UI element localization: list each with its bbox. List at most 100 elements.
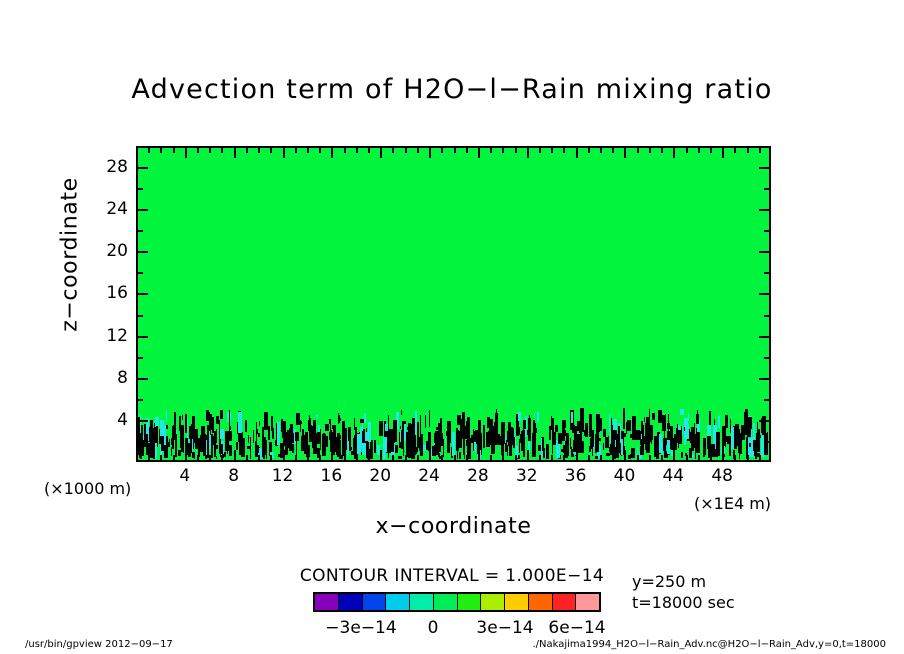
contour-speckle — [259, 421, 260, 426]
contour-speckle — [308, 420, 309, 431]
contour-speckle — [439, 433, 443, 446]
contour-speckle — [216, 429, 217, 443]
x-tick-minor — [649, 455, 651, 460]
y-tick-minor — [138, 441, 143, 443]
y-axis-unit-label: (×1000 m) — [44, 479, 132, 498]
contour-speckle — [697, 449, 698, 453]
contour-speckle — [296, 413, 300, 425]
x-tick-minor-top — [539, 148, 541, 153]
colorbar-swatch-0 — [315, 594, 339, 610]
x-tick-major-top — [429, 148, 431, 158]
contour-speckle — [220, 410, 223, 419]
contour-speckle — [192, 418, 194, 434]
contour-speckle — [165, 436, 168, 451]
contour-speckle — [349, 433, 351, 451]
y-tick-label: 24 — [106, 199, 128, 220]
x-tick-minor-top — [612, 148, 614, 153]
contour-speckle — [423, 445, 426, 451]
y-tick-minor-right — [764, 272, 769, 274]
colorbar-swatch-8 — [505, 594, 529, 610]
contour-speckle — [478, 420, 481, 439]
contour-speckle — [187, 418, 188, 439]
x-tick-minor — [405, 455, 407, 460]
contour-speckle — [264, 412, 268, 430]
y-tick-label: 12 — [106, 325, 128, 346]
contour-speckle — [164, 445, 168, 458]
contour-speckle — [757, 422, 758, 431]
contour-speckle — [330, 430, 332, 452]
contour-speckle — [611, 418, 612, 442]
contour-speckle — [617, 444, 621, 453]
contour-speckle — [271, 416, 273, 431]
contour-speckle — [261, 449, 265, 457]
contour-speckle — [438, 453, 440, 457]
contour-speckle — [662, 415, 665, 431]
contour-speckle — [255, 448, 258, 457]
contour-speckle — [523, 446, 525, 457]
contour-speckle — [220, 429, 224, 439]
contour-speckle — [475, 430, 478, 444]
contour-speckle — [474, 442, 476, 452]
contour-speckle — [225, 431, 229, 451]
contour-speckle — [263, 441, 265, 445]
contour-speckle — [144, 434, 148, 447]
contour-interval-label: CONTOUR INTERVAL = 1.000E−14 — [299, 566, 605, 586]
contour-speckle — [645, 423, 649, 442]
contour-speckle — [270, 452, 274, 458]
contour-speckle — [285, 446, 288, 455]
contour-speckle — [570, 438, 571, 449]
x-tick-minor — [173, 455, 175, 460]
contour-speckle — [417, 422, 419, 444]
contour-speckle — [151, 442, 153, 458]
contour-speckle — [650, 425, 653, 440]
contour-speckle — [174, 412, 176, 434]
contour-speckle — [573, 440, 575, 452]
contour-speckle — [609, 447, 611, 452]
y-tick-minor-right — [764, 230, 769, 232]
x-tick-minor-top — [221, 148, 223, 153]
x-tick-minor — [686, 455, 688, 460]
contour-speckle — [729, 439, 731, 456]
contour-speckle — [722, 433, 724, 448]
contour-speckle — [549, 426, 551, 440]
contour-speckle — [631, 448, 635, 458]
y-tick-minor — [138, 357, 143, 359]
contour-speckle — [148, 427, 151, 442]
contour-speckle — [395, 445, 398, 453]
contour-speckle — [216, 456, 217, 459]
colorbar-swatch-10 — [552, 594, 577, 610]
contour-speckle — [229, 410, 230, 432]
x-tick-minor — [344, 455, 346, 460]
contour-speckle — [403, 433, 404, 456]
contour-speckle — [641, 425, 642, 449]
contour-speckle — [749, 443, 751, 447]
contour-speckle — [466, 421, 470, 435]
contour-speckle — [169, 439, 170, 447]
contour-speckle — [697, 419, 700, 443]
contour-speckle — [362, 417, 363, 435]
x-tick-minor-top — [356, 148, 358, 153]
contour-speckle — [691, 427, 694, 451]
contour-speckle — [313, 442, 317, 452]
contour-speckle — [164, 425, 168, 429]
contour-speckle — [406, 440, 408, 457]
contour-speckle — [688, 413, 689, 421]
contour-speckle — [693, 434, 697, 448]
contour-speckle — [483, 425, 485, 448]
contour-speckle — [532, 434, 536, 454]
x-tick-minor — [466, 455, 468, 460]
contour-speckle — [741, 425, 745, 440]
contour-speckle — [682, 426, 683, 435]
x-tick-major — [673, 450, 675, 460]
contour-speckle — [268, 426, 270, 440]
contour-speckle — [567, 437, 568, 440]
x-tick-minor — [319, 455, 321, 460]
contour-speckle — [708, 433, 711, 456]
colorbar-label: 3e−14 — [476, 618, 534, 638]
contour-speckle — [306, 445, 310, 457]
contour-speckle — [277, 422, 280, 445]
contour-speckle — [280, 443, 284, 458]
contour-speckle — [436, 427, 438, 430]
x-tick-major — [234, 450, 236, 460]
contour-speckle — [589, 446, 591, 452]
